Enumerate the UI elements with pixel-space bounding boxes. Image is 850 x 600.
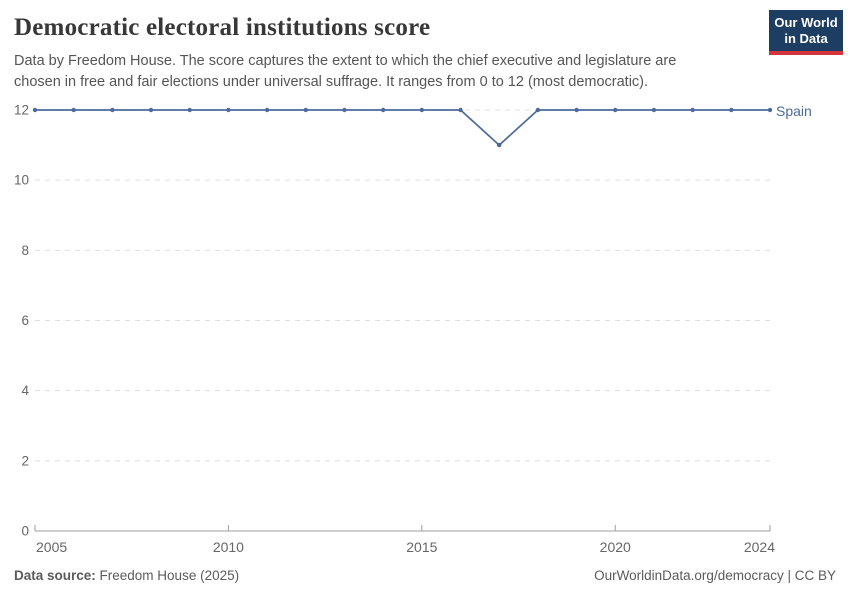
data-point-spain-2012[interactable] [303, 107, 308, 113]
data-point-spain-2018[interactable] [535, 107, 541, 113]
attribution: OurWorldinData.org/democracy | CC BY [594, 568, 836, 583]
data-point-spain-2007[interactable] [110, 107, 115, 113]
data-point-spain-2010[interactable] [226, 107, 231, 113]
owid-logo-line2: in Data [784, 31, 828, 46]
owid-logo: Our World in Data [769, 10, 843, 55]
data-point-spain-2019[interactable] [574, 107, 579, 113]
x-tick-label-2005: 2005 [36, 539, 67, 555]
y-tick-label-2: 2 [21, 453, 29, 468]
data-point-spain-2024[interactable] [767, 107, 773, 113]
data-source-note: Data source: Freedom House (2025) [14, 568, 239, 583]
x-tick-label-2015: 2015 [406, 539, 437, 555]
data-point-spain-2023[interactable] [729, 107, 734, 113]
data-source-label: Data source: [14, 568, 96, 583]
data-point-spain-2021[interactable] [651, 107, 657, 113]
data-point-spain-2022[interactable] [690, 107, 695, 113]
owid-logo-line1: Our World [774, 15, 838, 30]
data-point-spain-2016[interactable] [458, 107, 463, 113]
chart-subtitle: Data by Freedom House. The score capture… [14, 53, 677, 90]
series-line-spain[interactable] [35, 109, 770, 146]
license-link[interactable]: CC BY [794, 568, 836, 583]
owid-url-link[interactable]: OurWorldinData.org/democracy [594, 568, 784, 583]
y-tick-label-4: 4 [21, 383, 29, 398]
data-point-spain-2005[interactable] [32, 107, 38, 113]
data-point-spain-2015[interactable] [419, 107, 425, 113]
data-point-spain-2017[interactable] [497, 142, 502, 148]
x-tick-label-2010: 2010 [213, 539, 244, 555]
y-tick-label-0: 0 [21, 524, 29, 539]
data-point-spain-2011[interactable] [264, 107, 270, 113]
data-point-spain-2008[interactable] [148, 107, 154, 113]
data-point-spain-2014[interactable] [380, 107, 386, 113]
y-tick-label-10: 10 [14, 173, 29, 188]
data-point-spain-2009[interactable] [187, 107, 192, 113]
data-source-value: Freedom House (2025) [95, 568, 240, 583]
y-tick-label-8: 8 [21, 243, 29, 258]
y-tick-label-12: 12 [14, 103, 29, 118]
page-title: Democratic electoral institutions score [14, 14, 431, 41]
y-tick-label-6: 6 [21, 313, 29, 328]
data-point-spain-2006[interactable] [71, 107, 76, 113]
data-point-spain-2020[interactable] [613, 107, 618, 113]
x-tick-label-2024: 2024 [744, 539, 775, 555]
attribution-separator: | [783, 568, 795, 583]
entity-label-spain[interactable]: Spain [776, 103, 812, 119]
data-point-spain-2013[interactable] [342, 107, 347, 113]
x-tick-label-2020: 2020 [600, 539, 631, 555]
